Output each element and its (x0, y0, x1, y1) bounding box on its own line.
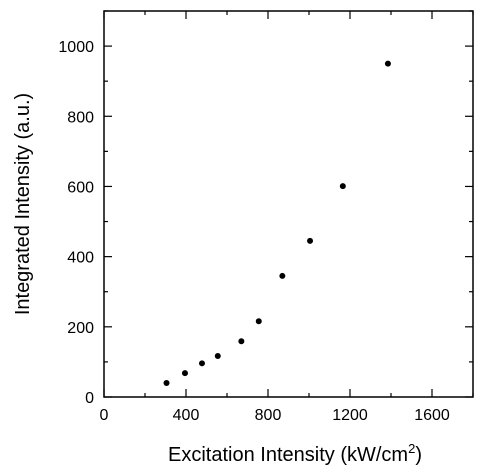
data-point (238, 338, 245, 345)
x-tick-label: 800 (255, 407, 282, 424)
x-tick-label: 1600 (414, 407, 450, 424)
data-point (279, 272, 286, 279)
x-axis-label: Excitation Intensity (kW/cm2) (168, 441, 422, 466)
x-axis-label-superscript: 2 (408, 441, 415, 456)
y-tick-label: 600 (67, 179, 94, 196)
x-axis-label-main: Excitation Intensity (kW/cm (168, 444, 408, 466)
y-tick-label: 800 (67, 109, 94, 126)
data-point (214, 352, 221, 359)
data-point (339, 183, 346, 190)
x-tick-label: 400 (173, 407, 200, 424)
data-point (198, 360, 205, 367)
data-points (163, 60, 391, 386)
y-axis-ticks: 0 200 400 600 800 1000 (58, 10, 473, 407)
x-tick-label: 0 (100, 407, 109, 424)
plot-frame (103, 10, 474, 398)
y-tick-label: 200 (67, 320, 94, 337)
data-point (384, 60, 391, 67)
data-point (181, 370, 188, 377)
x-axis-ticks: 0 400 800 1200 1600 (100, 11, 474, 424)
y-tick-label: 400 (67, 250, 94, 267)
x-axis-label-end: ) (415, 444, 422, 466)
x-tick-label: 1200 (332, 407, 368, 424)
y-tick-label: 1000 (58, 39, 94, 56)
data-point (307, 237, 314, 244)
data-point (163, 379, 170, 386)
data-point (255, 318, 262, 325)
y-axis-label: Integrated Intensity (a.u.) (12, 93, 34, 315)
y-tick-label: 0 (85, 390, 94, 407)
